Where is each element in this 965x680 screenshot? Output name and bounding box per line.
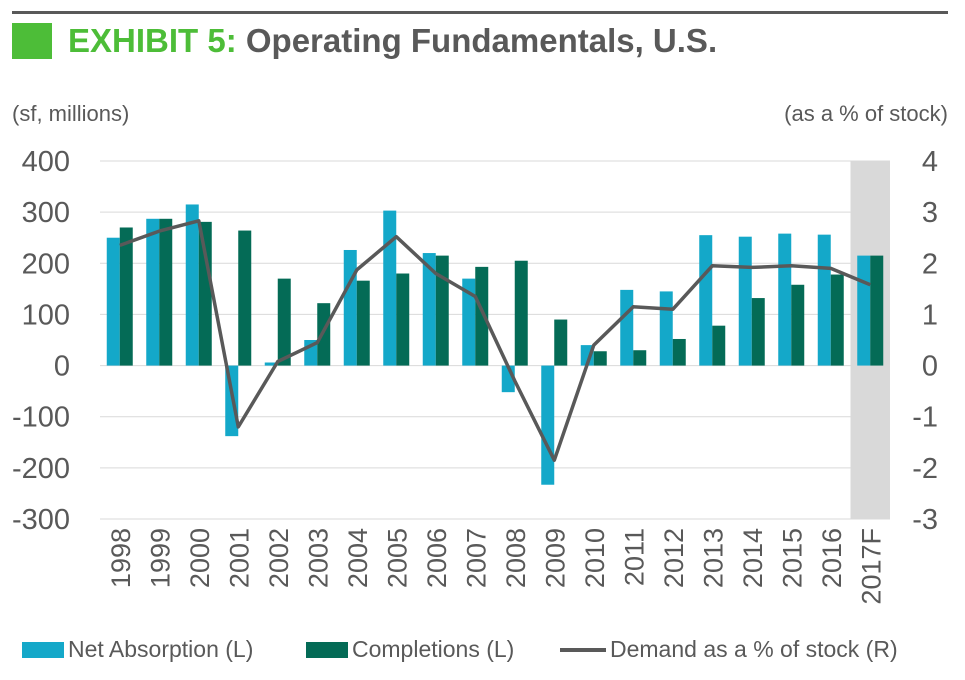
bar-completions <box>159 218 173 366</box>
bar-net-absorption <box>462 278 476 366</box>
y-right-tick-label: 4 <box>922 146 938 178</box>
legend-item-completions: Completions (L) <box>306 636 514 663</box>
bar-completions <box>198 221 212 366</box>
x-tick-label: 2010 <box>580 528 610 588</box>
left-axis-unit: (sf, millions) <box>12 101 130 126</box>
x-tick-label: 2016 <box>817 528 847 588</box>
x-tick-label: 2004 <box>343 528 373 588</box>
legend-swatch-completions <box>306 641 348 658</box>
bar-completions <box>554 319 568 366</box>
bar-completions <box>712 325 726 366</box>
legend-label-demand: Demand as a % of stock (R) <box>610 636 898 662</box>
y-left-tick-label: 100 <box>22 299 70 331</box>
x-tick-label: 2007 <box>461 528 491 588</box>
bar-completions <box>238 230 252 366</box>
y-left-tick-label: 0 <box>54 351 70 383</box>
bar-net-absorption <box>343 249 357 366</box>
x-tick-label: 2009 <box>540 528 570 588</box>
bar-completions <box>514 260 528 366</box>
y-right-tick-label: 3 <box>922 197 938 229</box>
legend-item-demand: Demand as a % of stock (R) <box>560 636 898 663</box>
y-right-tick-label: -3 <box>912 504 938 536</box>
y-left-tick-label: -300 <box>12 504 70 536</box>
x-tick-label: 2001 <box>224 528 254 588</box>
bar-completions <box>633 350 647 366</box>
x-tick-label: 2002 <box>264 528 294 588</box>
bar-net-absorption <box>738 236 752 366</box>
y-left-tick-label: 300 <box>22 197 70 229</box>
exhibit-title: EXHIBIT 5: Operating Fundamentals, U.S. <box>68 22 717 60</box>
exhibit-number: EXHIBIT 5: <box>68 22 237 59</box>
legend-label-absorption: Net Absorption (L) <box>68 636 254 662</box>
bar-net-absorption <box>659 291 673 366</box>
x-tick-label: 2000 <box>185 528 215 588</box>
x-tick-label: 2005 <box>382 528 412 588</box>
bar-net-absorption <box>264 362 278 366</box>
x-tick-label: 2012 <box>659 528 689 588</box>
bar-net-absorption <box>857 255 871 366</box>
legend-label-completions: Completions (L) <box>352 636 515 662</box>
bar-completions <box>435 255 449 366</box>
bar-net-absorption <box>383 210 397 366</box>
brand-square <box>12 23 52 59</box>
x-tick-label: 2011 <box>619 528 649 586</box>
bar-completions <box>593 351 607 366</box>
y-right-tick-label: 1 <box>922 299 938 331</box>
x-tick-label: 2006 <box>422 528 452 588</box>
bar-completions <box>356 280 370 366</box>
bar-net-absorption <box>778 233 792 366</box>
y-left-tick-label: -100 <box>12 402 70 434</box>
bar-net-absorption <box>185 204 199 366</box>
y-right-tick-label: 0 <box>922 351 938 383</box>
bar-completions <box>751 298 765 366</box>
right-axis-unit: (as a % of stock) <box>784 101 948 126</box>
x-tick-label: 1999 <box>145 528 175 588</box>
bar-completions <box>119 227 133 366</box>
bar-net-absorption <box>620 289 634 366</box>
x-tick-label: 2008 <box>501 528 531 588</box>
x-tick-label: 2003 <box>303 528 333 588</box>
y-right-tick-label: -2 <box>912 453 938 485</box>
bar-completions <box>475 266 489 366</box>
bar-completions <box>672 338 686 366</box>
y-right-tick-label: 2 <box>922 248 938 280</box>
legend: Net Absorption (L) Completions (L) Deman… <box>0 636 965 670</box>
y-left-tick-label: 200 <box>22 248 70 280</box>
legend-swatch-absorption <box>22 641 64 658</box>
x-tick-label: 2013 <box>698 528 728 588</box>
chart: -300 -200 -100 0 100 200 300 400 -3 -2 -1 0 1 2 3 4 19… <box>12 146 938 605</box>
bar-completions <box>277 278 291 366</box>
bar-completions <box>396 273 410 366</box>
bar-net-absorption <box>146 218 160 366</box>
bar-completions <box>870 255 884 366</box>
line-demand-pct-stock <box>119 219 871 462</box>
bar-net-absorption <box>541 365 555 485</box>
y-left-tick-label: -200 <box>12 453 70 485</box>
y-right-tick-label: -1 <box>912 402 938 434</box>
bar-net-absorption <box>699 235 713 366</box>
bar-completions <box>791 284 805 366</box>
y-left-tick-label: 400 <box>22 146 70 178</box>
top-rule <box>12 11 948 14</box>
bar-completions <box>830 274 844 366</box>
legend-item-absorption: Net Absorption (L) <box>22 636 253 663</box>
x-tick-label: 2014 <box>738 528 768 588</box>
x-tick-label: 2017F <box>856 528 886 605</box>
legend-swatch-demand <box>560 647 606 652</box>
exhibit-main-title: Operating Fundamentals, U.S. <box>245 22 718 59</box>
bar-net-absorption <box>817 234 831 366</box>
x-tick-label: 1998 <box>106 528 136 588</box>
bar-net-absorption <box>422 253 436 366</box>
bar-net-absorption <box>106 237 120 366</box>
x-tick-label: 2015 <box>777 528 807 588</box>
